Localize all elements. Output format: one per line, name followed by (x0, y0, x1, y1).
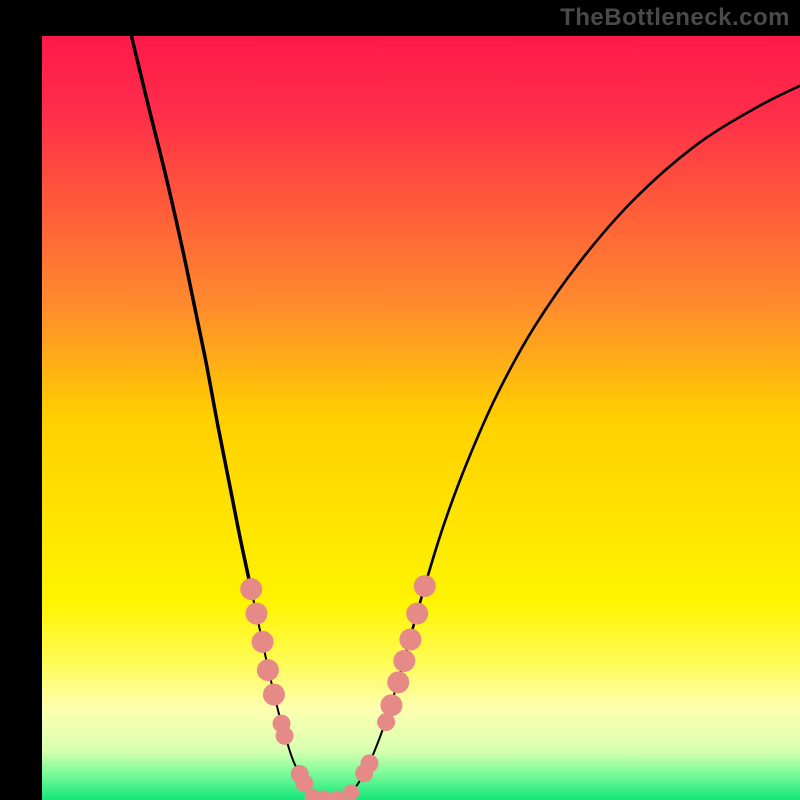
data-point (252, 631, 274, 653)
bottleneck-curve (410, 86, 800, 640)
data-point (263, 684, 285, 706)
data-point (380, 694, 402, 716)
data-point (399, 629, 421, 651)
data-point (406, 603, 428, 625)
data-point (257, 659, 279, 681)
bottleneck-curve (131, 36, 250, 586)
data-point (387, 671, 409, 693)
data-point (330, 790, 346, 800)
data-point (240, 578, 262, 600)
data-point (414, 575, 436, 597)
data-point (393, 650, 415, 672)
curve-layer (42, 36, 800, 800)
data-point (360, 754, 378, 772)
plot-area (42, 36, 800, 800)
data-point (246, 603, 268, 625)
data-point (343, 784, 359, 800)
data-point (276, 727, 294, 745)
watermark: TheBottleneck.com (560, 4, 790, 32)
bottleneck-curve (131, 36, 800, 800)
